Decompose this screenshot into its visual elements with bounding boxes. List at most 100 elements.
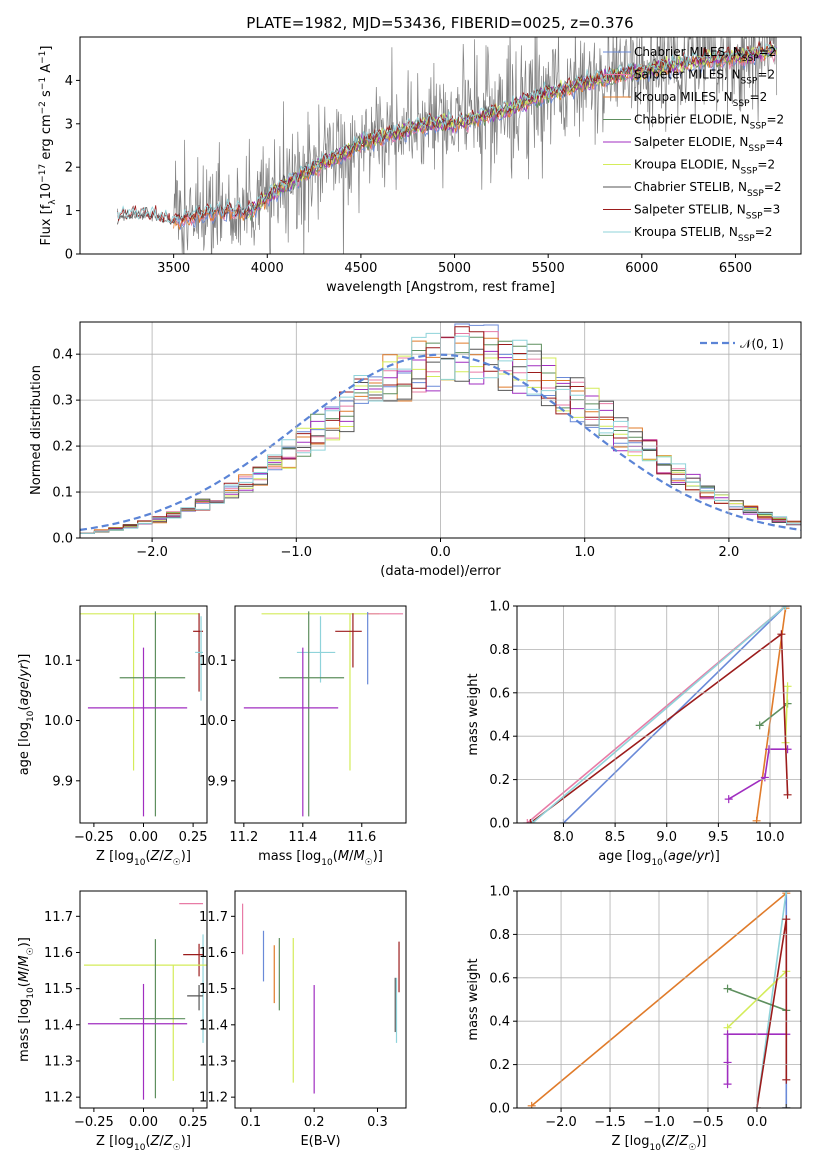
errorbar-kroupa-elodie [261,613,380,771]
x-tick-label: 4000 [251,261,284,276]
x-axis-label: Z [log10(Z/Z☉)] [612,1134,707,1153]
x-tick-label: 11.4 [288,830,317,845]
legend-entry: Salpeter ELODIE, NSSP=4 [634,135,783,154]
weight-series-salpeter-stelib [526,630,792,823]
plot-area-spectrum [117,37,778,254]
weight-marker [724,795,733,804]
weight-series-kroupa-stelib [528,606,790,823]
x-tick-label: −1.5 [594,1115,626,1130]
y-tick-label: 0.2 [489,773,510,788]
x-tick-label: 4500 [344,261,377,276]
weight-line [756,919,788,1108]
y-tick-label: 1.0 [489,885,510,900]
y-tick-label: 11.4 [199,1018,228,1033]
panel-residuals: −2.0 −1.0 0.0 1.0 2.0 0.0 0.1 0.2 0.3 0.4 (data-mo… [29,321,802,579]
x-axis-label: (data-model)/error [380,564,501,579]
weight-marker [723,984,732,993]
weight-marker [723,1058,732,1067]
errorbar-kroupa-elodie [80,613,200,771]
plot-area-mass-vs-ebv [242,903,400,1094]
legend: Chabrier MILES, NSSP=2 Salpeter MILES, NS… [603,45,784,244]
x-tick-label: 0.00 [129,1115,158,1130]
y-axis-label: Flux [fλ10−17 erg cm−2 s−1 A−1] [38,46,58,246]
x-tick-label: 0.00 [129,830,158,845]
x-tick-label: 0.1 [240,1115,261,1130]
axes-frame [516,605,802,824]
legend-entry: Kroupa ELODIE, NSSP=2 [634,158,775,177]
y-tick-label: 0.4 [52,348,73,363]
panel-weight-vs-age: 8.0 8.5 9.0 9.5 10.0 0.0 0.2 0.4 0.6 0.8 1.0 age [l… [466,600,802,868]
x-tick-label: −0.25 [74,830,114,845]
x-tick-label: 0.0 [430,545,451,560]
y-tick-label: 11.6 [44,946,73,961]
y-tick-label: 11.7 [44,910,73,925]
axes-frame [79,36,802,255]
weight-marker [752,816,761,823]
errorbar-salpeter-elodie [87,983,188,1100]
x-tick-label: −0.5 [692,1115,724,1130]
weight-marker [782,1104,791,1108]
weight-marker [723,1080,732,1089]
errorbar-chabrier-stelib [187,985,204,1011]
y-tick-label: 0.0 [52,532,73,547]
figure-title: PLATE=1982, MJD=53436, FIBERID=0025, z=0… [246,14,633,32]
y-tick-label: 1.0 [489,600,510,615]
y-tick-label: 11.5 [44,982,73,997]
errorbar-salpeter-stelib [335,613,362,668]
y-tick-label: 0.8 [489,928,510,943]
axes-frame [234,890,407,1109]
y-tick-label: 0.8 [489,643,510,658]
weight-marker [782,915,791,924]
x-tick-label: −0.25 [74,1115,114,1130]
model-spectrum-salpeter-stelib [117,40,777,224]
x-tick-label: 9.0 [656,830,677,845]
plot-area-mass-vs-Z [83,903,207,1100]
x-axis-label: Z [log10(Z/Z☉)] [96,849,191,868]
x-tick-label: 5500 [532,261,565,276]
y-tick-label: 9.9 [52,774,73,789]
y-tick-label: 11.7 [199,910,228,925]
y-tick-label: 4 [65,74,73,89]
legend-entry: Chabrier MILES, NSSP=2 [634,45,776,64]
x-tick-label: 2.0 [719,545,740,560]
panel-age-vs-mass: 11.2 11.4 11.6 9.9 10.0 10.1 mass [log10(M/M☉)… [199,605,407,868]
x-tick-label: 10.0 [756,830,785,845]
y-tick-label: 11.2 [199,1091,228,1106]
errorbar-salpeter-stelib [183,943,204,977]
y-tick-label: 2 [65,161,73,176]
y-tick-label: 1 [65,204,73,219]
y-tick-label: 0.2 [489,1058,510,1073]
y-axis-label: mass weight [466,673,481,755]
y-tick-label: 11.6 [199,946,228,961]
errorbar-salpeter-elodie [243,647,339,817]
errorbar-chabrier-elodie [119,611,186,817]
y-tick-label: 11.2 [44,1091,73,1106]
weight-marker [760,773,769,782]
y-tick-label: 11.3 [44,1054,73,1069]
weight-line [755,608,787,821]
panel-weight-vs-Z: −2.0 −1.5 −1.0 −0.5 0.0 0.0 0.2 0.4 0.6 0.8 1.0 Z [… [466,885,802,1153]
y-tick-label: 11.5 [199,982,228,997]
panel-mass-vs-Z: −0.25 0.00 0.25 11.2 11.3 11.4 11.5 11.6 11.7 Z [… [17,890,208,1153]
weight-marker [783,745,792,754]
plot-layer: 3500 4000 4500 5000 5500 6000 6500 0 1 2 3 4 wavelen… [17,36,802,1153]
weight-marker [764,745,773,754]
weight-marker [783,790,792,799]
legend-entry: Salpeter STELIB, NSSP=3 [634,203,780,222]
x-tick-label: 0.25 [179,1115,208,1130]
weight-marker [527,1101,536,1108]
plot-area-weight-vs-age [523,606,792,823]
y-tick-label: 10.1 [199,654,228,669]
y-tick-label: 10.0 [199,714,228,729]
x-axis-label: wavelength [Angstrom, rest frame] [326,280,555,295]
axes-frame [234,605,407,824]
y-tick-label: 11.3 [199,1054,228,1069]
panel-mass-vs-ebv: 0.1 0.2 0.3 11.2 11.3 11.4 11.5 11.6 11.7 E(B-V) [199,890,407,1149]
x-tick-label: 11.2 [229,830,258,845]
legend: 𝒩(0, 1) [700,337,784,351]
errorbar-chabrier-elodie [279,611,345,817]
y-tick-label: 0 [65,248,73,263]
x-tick-label: 9.5 [708,830,729,845]
y-axis-label: age [log10(age/yr)] [17,654,36,776]
